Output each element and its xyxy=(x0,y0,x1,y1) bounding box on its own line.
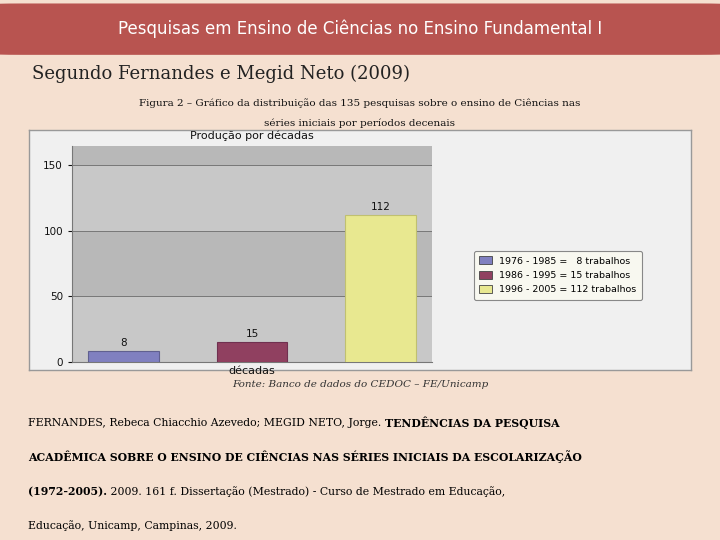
Text: 8: 8 xyxy=(120,338,127,348)
Text: Segundo Fernandes e Megid Neto (2009): Segundo Fernandes e Megid Neto (2009) xyxy=(32,64,410,83)
Text: (1972-2005).: (1972-2005). xyxy=(28,486,107,497)
Bar xyxy=(72,231,432,296)
FancyBboxPatch shape xyxy=(0,3,720,55)
Legend: 1976 - 1985 =   8 trabalhos, 1986 - 1995 = 15 trabalhos, 1996 - 2005 = 112 traba: 1976 - 1985 = 8 trabalhos, 1986 - 1995 =… xyxy=(474,251,642,300)
Text: Pesquisas em Ensino de Ciências no Ensino Fundamental I: Pesquisas em Ensino de Ciências no Ensin… xyxy=(118,20,602,38)
Bar xyxy=(89,352,159,362)
Text: Fonte: Banco de dados do CEDOC – FE/Unicamp: Fonte: Banco de dados do CEDOC – FE/Unic… xyxy=(232,380,488,389)
Bar xyxy=(345,215,415,362)
Title: Produção por décadas: Produção por décadas xyxy=(190,130,314,141)
Text: 112: 112 xyxy=(370,202,390,212)
Bar xyxy=(72,296,432,362)
Bar xyxy=(72,146,432,165)
Text: Figura 2 – Gráfico da distribuição das 135 pesquisas sobre o ensino de Ciências : Figura 2 – Gráfico da distribuição das 1… xyxy=(139,98,581,108)
Text: FERNANDES, Rebeca Chiacchio Azevedo; MEGID NETO, Jorge.: FERNANDES, Rebeca Chiacchio Azevedo; MEG… xyxy=(28,417,385,428)
X-axis label: décadas: décadas xyxy=(229,366,275,376)
Text: TENDÊNCIAS DA PESQUISA: TENDÊNCIAS DA PESQUISA xyxy=(385,416,559,429)
Bar xyxy=(72,165,432,231)
Text: séries iniciais por períodos decenais: séries iniciais por períodos decenais xyxy=(264,118,456,128)
Text: 2009. 161 f. Dissertação (Mestrado) - Curso de Mestrado em Educação,: 2009. 161 f. Dissertação (Mestrado) - Cu… xyxy=(107,486,505,497)
Text: ACADÊMICA SOBRE O ENSINO DE CIÊNCIAS NAS SÉRIES INICIAIS DA ESCOLARIZAÇÃO: ACADÊMICA SOBRE O ENSINO DE CIÊNCIAS NAS… xyxy=(28,450,582,463)
Text: Educação, Unicamp, Campinas, 2009.: Educação, Unicamp, Campinas, 2009. xyxy=(28,520,238,531)
Text: 15: 15 xyxy=(246,329,258,339)
Bar xyxy=(217,342,287,362)
